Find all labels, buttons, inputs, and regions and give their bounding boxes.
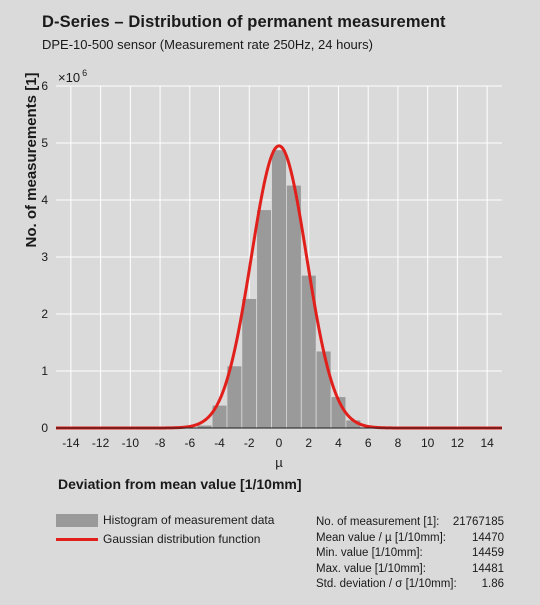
x-tick-labels: -14 -12 -10 -8 -6 -4 -2 0 2 4 6 8 10 12 14 — [62, 436, 494, 450]
stat-label: Max. value [1/10mm]: — [316, 562, 426, 575]
histogram-bar — [271, 149, 287, 429]
legend-item-gaussian: Gaussian distribution function — [56, 532, 260, 546]
stat-label: Min. value [1/10mm]: — [316, 547, 423, 559]
x-axis-mu-label: µ — [275, 455, 283, 470]
x-tick-label: -6 — [184, 436, 195, 450]
chart-title: D-Series – Distribution of permanent mea… — [42, 13, 446, 31]
x-axis-label: Deviation from mean value [1/10mm] — [58, 476, 302, 492]
legend-label-gaussian: Gaussian distribution function — [103, 532, 261, 546]
legend-item-histogram: Histogram of measurement data — [56, 513, 274, 527]
stat-label: No. of measurement [1]: — [316, 516, 440, 528]
histogram-bars — [196, 149, 362, 429]
stat-value: 21767185 — [452, 516, 504, 528]
stat-value: 14481 — [472, 562, 504, 575]
x-tick-label: -10 — [122, 436, 140, 450]
x-tick-label: 12 — [451, 436, 465, 450]
stat-label: Mean value / µ [1/10mm]: — [316, 531, 446, 544]
stat-value: 14459 — [472, 547, 504, 559]
stat-row-count: No. of measurement [1]: 21767185 — [316, 515, 504, 531]
x-tick-label: 6 — [365, 436, 372, 450]
y-tick-label: 6 — [41, 79, 48, 93]
histogram-bar — [315, 350, 332, 429]
x-tick-label: 0 — [276, 436, 283, 450]
x-tick-label: 10 — [421, 436, 435, 450]
stat-value: 1.86 — [481, 578, 504, 590]
chart-subtitle: DPE-10-500 sensor (Measurement rate 250H… — [42, 37, 373, 52]
y-tick-labels: 0 1 2 3 4 5 6 — [41, 79, 48, 435]
y-tick-label: 2 — [41, 307, 48, 321]
statistics-table: No. of measurement [1]: 21767185 Mean va… — [316, 515, 504, 593]
y-tick-label: 3 — [41, 250, 48, 264]
stat-row-min: Min. value [1/10mm]: 14459 — [316, 546, 504, 562]
stat-label: Std. deviation / σ [1/10mm]: — [316, 578, 457, 590]
y-multiplier-base: ×10 — [58, 70, 80, 85]
y-tick-label: 4 — [41, 193, 48, 207]
x-tick-label: -4 — [214, 436, 225, 450]
x-tick-label: -8 — [155, 436, 166, 450]
histogram-bar — [256, 209, 272, 429]
y-tick-label: 1 — [41, 364, 48, 378]
legend-swatch-gaussian — [56, 537, 98, 541]
y-tick-label: 5 — [41, 136, 48, 150]
histogram-bar — [286, 184, 302, 429]
y-tick-label: 0 — [41, 421, 48, 435]
x-tick-label: 14 — [480, 436, 494, 450]
x-tick-label: -2 — [244, 436, 255, 450]
x-tick-label: 2 — [305, 436, 312, 450]
stat-value: 14470 — [472, 531, 504, 544]
legend-label-histogram: Histogram of measurement data — [103, 513, 275, 527]
y-multiplier-exponent: 6 — [82, 68, 87, 78]
histogram-bar — [241, 298, 258, 429]
y-multiplier: ×10 6 — [58, 68, 87, 85]
x-tick-label: -14 — [62, 436, 80, 450]
y-axis-label: No. of measurements [1] — [23, 72, 40, 247]
x-tick-label: 8 — [395, 436, 402, 450]
x-tick-label: 4 — [335, 436, 342, 450]
stat-row-mean: Mean value / µ [1/10mm]: 14470 — [316, 531, 504, 547]
x-tick-label: -12 — [92, 436, 110, 450]
stat-row-max: Max. value [1/10mm]: 14481 — [316, 562, 504, 578]
legend-swatch-histogram — [56, 513, 98, 527]
stat-row-std: Std. deviation / σ [1/10mm]: 1.86 — [316, 577, 504, 593]
